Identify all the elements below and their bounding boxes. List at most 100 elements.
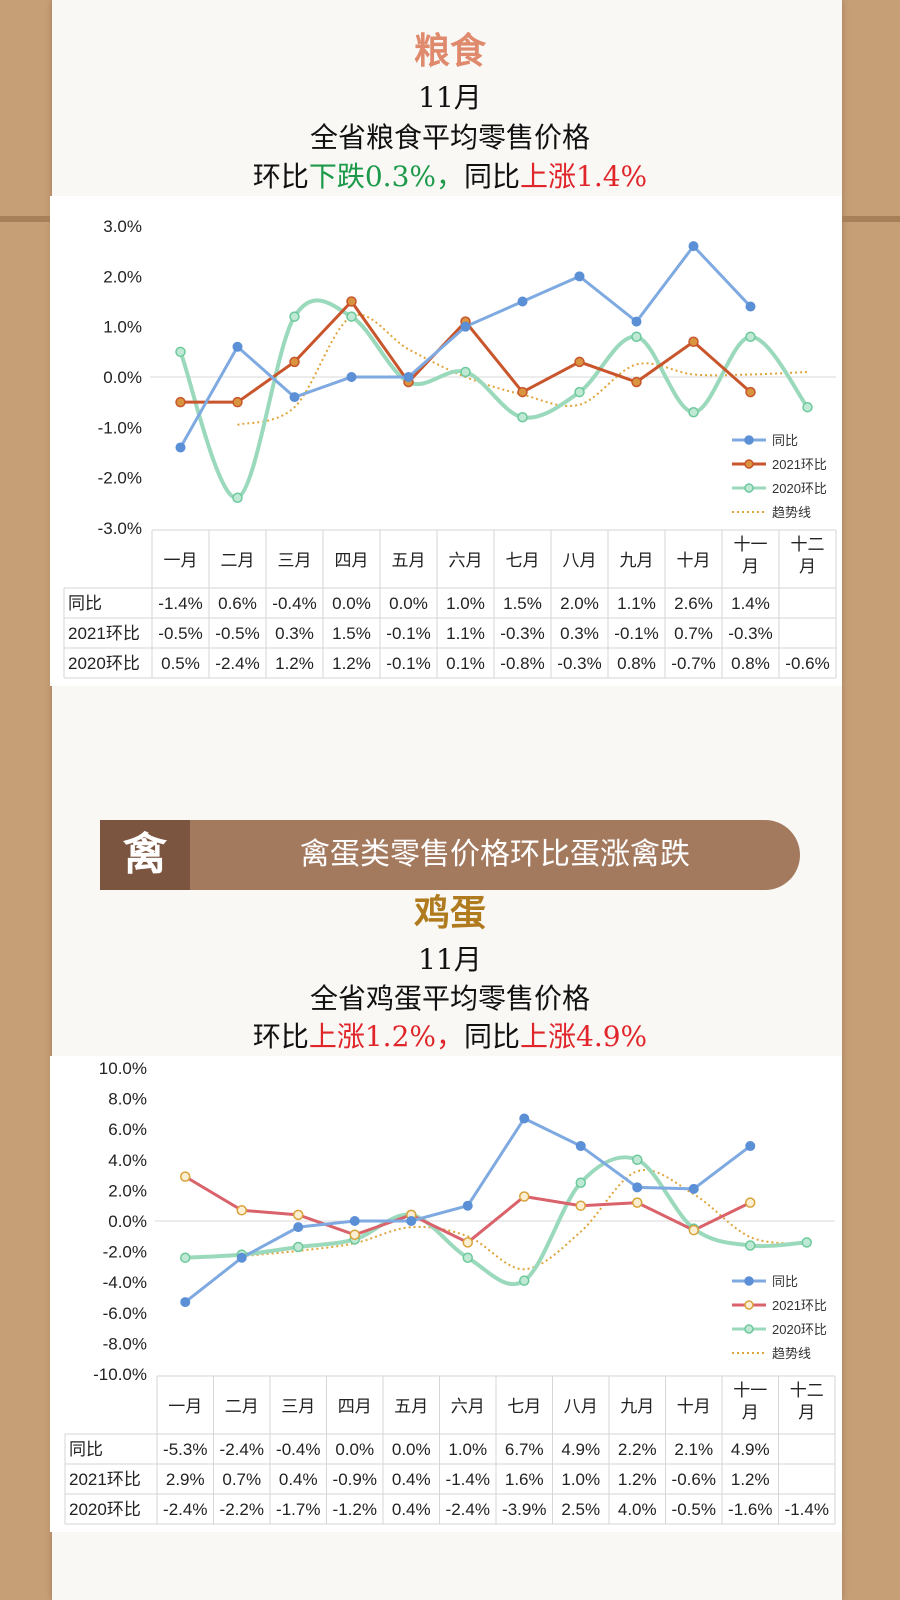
- table-row-label: 同比: [68, 594, 102, 613]
- x-category-label: 九月: [620, 1397, 654, 1416]
- point-2021: [517, 386, 528, 398]
- grain-subtitle: 全省粮食平均零售价格: [309, 121, 590, 154]
- point-yoy: [519, 1113, 530, 1124]
- point-yoy: [631, 316, 642, 327]
- table-cell: 0.4%: [392, 1500, 431, 1519]
- table-cell: 1.2%: [275, 654, 314, 673]
- point-2020: [688, 406, 699, 418]
- table-cell: -2.2%: [220, 1500, 264, 1519]
- x-category-label: 八月: [564, 1397, 598, 1416]
- x-category-label: 十二月: [790, 1381, 824, 1422]
- egg-mom-prefix: 环比: [252, 1020, 309, 1053]
- table-cell: 0.5%: [161, 654, 200, 673]
- table-cell: 2.2%: [618, 1440, 657, 1459]
- paper-edge: [0, 216, 52, 222]
- table-cell: -1.4%: [158, 594, 202, 613]
- grain-yoy-prefix: 同比: [464, 160, 521, 193]
- x-category-label: 十一月: [734, 535, 768, 576]
- table-cell: -0.1%: [614, 624, 658, 643]
- point-yoy: [403, 372, 414, 382]
- egg-month: 11月: [418, 943, 482, 976]
- point-2021: [574, 356, 585, 368]
- point-2021: [180, 1171, 191, 1182]
- table-cell: 1.0%: [448, 1440, 487, 1459]
- point-yoy: [175, 442, 186, 453]
- x-category-label: 五月: [392, 551, 426, 570]
- x-category-label: 四月: [338, 1397, 372, 1416]
- point-2020: [180, 1252, 191, 1263]
- chart-background: [50, 196, 842, 686]
- table-cell: 2.1%: [674, 1440, 713, 1459]
- y-tick-label: 10.0%: [99, 1059, 147, 1078]
- grain-change-line: 环比下跌0.3%，同比上涨1.4%: [0, 155, 900, 195]
- egg-mom-direction: 上涨: [308, 1020, 365, 1053]
- legend-label: 趋势线: [772, 505, 811, 520]
- table-cell: -0.5%: [215, 624, 259, 643]
- point-2021: [232, 396, 243, 408]
- point-2021: [346, 296, 357, 307]
- table-row-label: 2021环比: [68, 624, 140, 643]
- table-cell: 1.2%: [618, 1470, 657, 1489]
- point-2020: [232, 492, 243, 504]
- y-tick-label: -2.0%: [98, 469, 142, 488]
- point-2020: [632, 1154, 643, 1166]
- table-cell: 4.9%: [561, 1440, 600, 1459]
- table-row-label: 同比: [69, 1440, 103, 1459]
- table-cell: -0.1%: [386, 624, 430, 643]
- legend-label: 2021环比: [772, 457, 827, 472]
- y-tick-label: 1.0%: [103, 318, 142, 337]
- table-cell: -3.9%: [502, 1500, 546, 1519]
- egg-yoy-prefix: 同比: [464, 1020, 521, 1053]
- x-category-label: 六月: [451, 1397, 485, 1416]
- point-2020: [346, 311, 357, 322]
- grain-mom-value: 0.3%，: [364, 160, 464, 193]
- point-2021: [236, 1205, 247, 1216]
- legend-marker: [744, 1324, 754, 1334]
- point-yoy: [232, 341, 243, 352]
- table-cell: 1.0%: [446, 594, 485, 613]
- legend-marker: [744, 435, 754, 445]
- table-cell: 1.5%: [332, 624, 371, 643]
- point-2021: [632, 1197, 643, 1208]
- point-yoy: [349, 1216, 360, 1226]
- legend-marker: [744, 1300, 754, 1310]
- x-category-label: 八月: [563, 551, 597, 570]
- y-tick-label: 8.0%: [108, 1090, 147, 1109]
- table-cell: 0.6%: [218, 594, 257, 613]
- point-yoy: [688, 241, 699, 252]
- point-yoy: [745, 1141, 756, 1152]
- table-cell: 0.8%: [617, 654, 656, 673]
- y-tick-label: -10.0%: [93, 1365, 147, 1384]
- point-yoy: [236, 1252, 247, 1263]
- point-2020: [293, 1241, 304, 1253]
- table-cell: 1.2%: [332, 654, 371, 673]
- table-cell: -0.8%: [500, 654, 544, 673]
- table-cell: 0.0%: [332, 594, 371, 613]
- point-yoy: [289, 392, 300, 403]
- x-category-label: 五月: [394, 1397, 428, 1416]
- y-tick-label: 2.0%: [103, 267, 142, 286]
- banner-badge: 禽: [100, 820, 190, 890]
- x-category-label: 十月: [677, 1397, 711, 1416]
- point-2021: [349, 1229, 360, 1241]
- legend-label: 同比: [772, 433, 798, 448]
- y-tick-label: 4.0%: [108, 1151, 147, 1170]
- x-category-label: 三月: [281, 1397, 315, 1416]
- egg-category-title: 鸡蛋: [413, 892, 486, 934]
- trend-line: [241, 1169, 807, 1271]
- y-tick-label: -8.0%: [103, 1334, 147, 1353]
- grain-category-title: 粮食: [413, 30, 486, 72]
- table-cell: 0.7%: [674, 624, 713, 643]
- legend-label: 2021环比: [772, 1298, 827, 1313]
- egg-yoy-direction: 上涨: [520, 1020, 577, 1053]
- legend-label: 同比: [772, 1274, 798, 1289]
- table-cell: 2.0%: [560, 594, 599, 613]
- point-yoy: [406, 1216, 417, 1226]
- point-2021: [462, 1237, 473, 1248]
- table-cell: -2.4%: [446, 1500, 490, 1519]
- egg-mom-value: 1.2%，: [364, 1020, 464, 1053]
- grain-month: 11月: [418, 81, 482, 114]
- egg-yoy-value: 4.9%: [576, 1020, 648, 1053]
- table-cell: -0.6%: [785, 654, 829, 673]
- table-row-label: 2020环比: [68, 654, 140, 673]
